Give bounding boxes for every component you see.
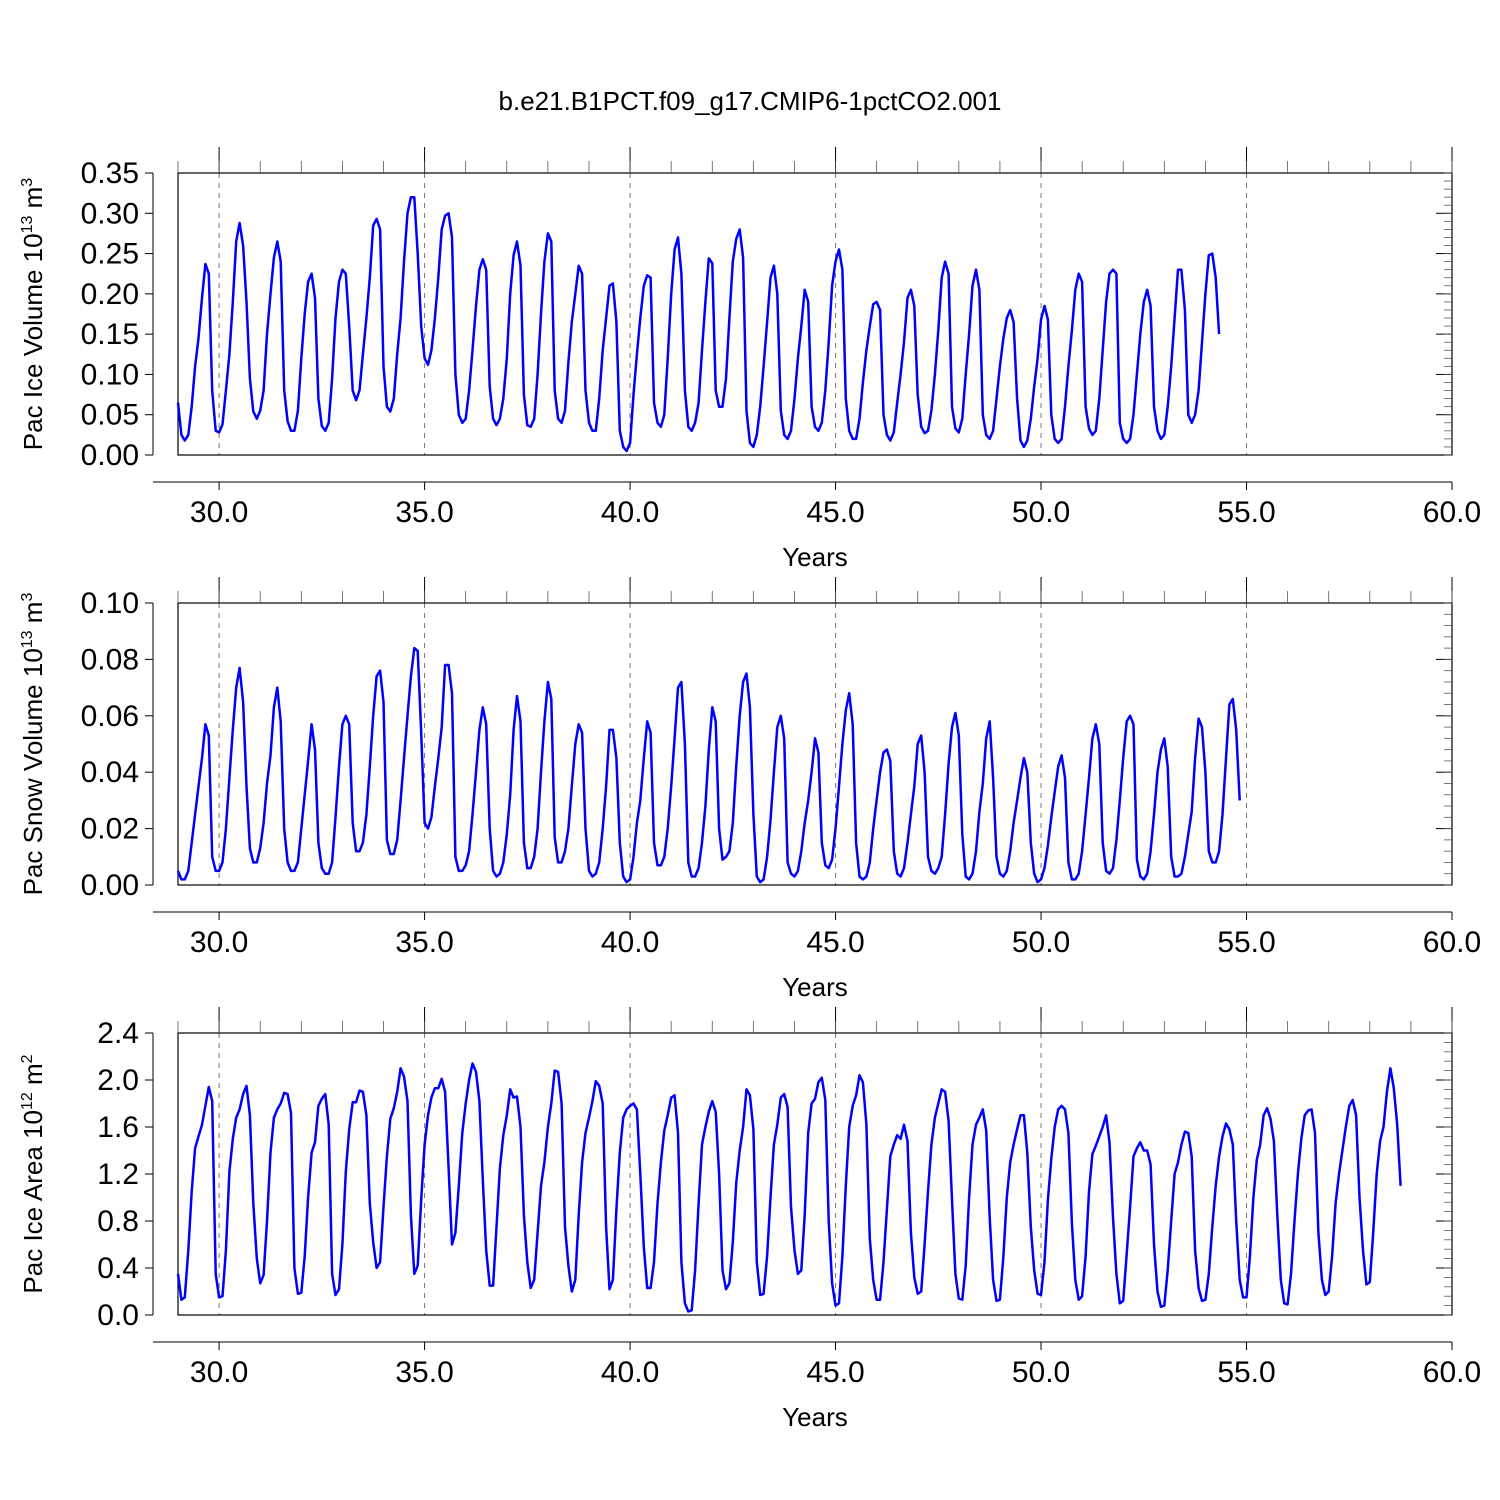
x-tick-label: 35.0	[395, 1356, 453, 1389]
x-tick-label: 60.0	[1423, 1356, 1481, 1389]
y-tick-label: 0.30	[81, 197, 139, 230]
x-tick-label: 55.0	[1217, 496, 1275, 529]
x-tick-label: 35.0	[395, 496, 453, 529]
y-tick-label: 2.0	[97, 1064, 139, 1097]
x-axis-title: Years	[782, 972, 848, 1002]
y-tick-label: 0.0	[97, 1299, 139, 1332]
x-tick-label: 60.0	[1423, 496, 1481, 529]
x-tick-label: 45.0	[806, 926, 864, 959]
y-axis-title: Pac Ice Area 1012 m2	[18, 1054, 48, 1293]
y-tick-label: 0.08	[81, 643, 139, 676]
x-tick-label: 50.0	[1012, 496, 1070, 529]
x-tick-label: 50.0	[1012, 926, 1070, 959]
x-axis-title: Years	[782, 1402, 848, 1432]
y-tick-label: 0.00	[81, 869, 139, 902]
x-tick-label: 30.0	[190, 926, 248, 959]
y-tick-label: 0.25	[81, 238, 139, 271]
y-tick-label: 0.35	[81, 157, 139, 190]
y-tick-label: 0.15	[81, 318, 139, 351]
panel-3: 0.0 0.4 0.8 1.2 1.6 2.0 2.4 30.0 35.0 40.0 45.0 50.…	[18, 1007, 1481, 1432]
y-tick-label: 0.02	[81, 813, 139, 846]
y-tick-label: 0.4	[97, 1252, 139, 1285]
x-tick-label: 35.0	[395, 926, 453, 959]
x-tick-label: 30.0	[190, 1356, 248, 1389]
y-tick-label: 1.2	[97, 1158, 139, 1191]
y-tick-label: 2.4	[97, 1017, 139, 1050]
y-tick-label: 0.10	[81, 358, 139, 391]
panel-2: 0.00 0.02 0.04 0.06 0.08 0.10 30.0 35.0 40.0 45.0…	[18, 577, 1481, 1002]
x-tick-label: 40.0	[601, 1356, 659, 1389]
x-tick-label: 55.0	[1217, 926, 1275, 959]
plot-frame	[177, 602, 1453, 886]
series-line-panel-2	[176, 646, 1241, 884]
y-tick-label: 0.00	[81, 439, 139, 472]
series-line-panel-3	[176, 1062, 1402, 1313]
x-tick-label: 50.0	[1012, 1356, 1070, 1389]
y-tick-label: 0.06	[81, 700, 139, 733]
x-tick-label: 45.0	[806, 496, 864, 529]
y-axis-title: Pac Snow Volume 1013 m3	[18, 593, 48, 896]
x-tick-label: 30.0	[190, 496, 248, 529]
plot-frame	[177, 172, 1453, 456]
y-tick-label: 0.8	[97, 1205, 139, 1238]
panels: 0.00 0.05 0.10 0.15 0.20 0.25 0.30 0.35 30.0 35.0…	[18, 147, 1481, 1432]
x-tick-label: 45.0	[806, 1356, 864, 1389]
y-tick-label: 0.04	[81, 756, 139, 789]
x-tick-label: 55.0	[1217, 1356, 1275, 1389]
y-tick-label: 0.20	[81, 278, 139, 311]
y-tick-label: 1.6	[97, 1111, 139, 1144]
panel-1: 0.00 0.05 0.10 0.15 0.20 0.25 0.30 0.35 30.0 35.0…	[18, 147, 1481, 572]
x-tick-label: 60.0	[1423, 926, 1481, 959]
x-tick-label: 40.0	[601, 926, 659, 959]
series-line-panel-1	[176, 195, 1221, 453]
chart-title: b.e21.B1PCT.f09_g17.CMIP6-1pctCO2.001	[499, 86, 1002, 116]
x-axis-title: Years	[782, 542, 848, 572]
y-axis-title: Pac Ice Volume 1013 m3	[18, 178, 48, 451]
x-tick-label: 40.0	[601, 496, 659, 529]
y-tick-label: 0.10	[81, 587, 139, 620]
y-tick-label: 0.05	[81, 399, 139, 432]
